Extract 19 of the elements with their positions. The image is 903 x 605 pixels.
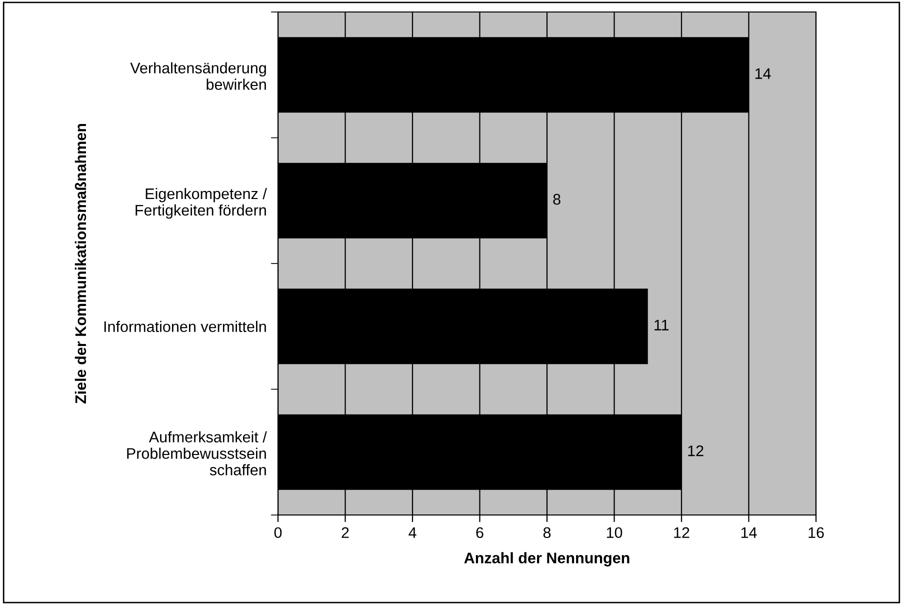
x-tick-label: 12 bbox=[674, 527, 690, 538]
data-label: 8 bbox=[553, 194, 560, 205]
y-tick-label: Verhaltensänderung bewirken bbox=[130, 62, 266, 90]
y-tick-label: Informationen vermitteln bbox=[104, 320, 266, 332]
x-tick-label: 0 bbox=[274, 527, 282, 538]
x-axis-title: Anzahl der Nennungen bbox=[464, 552, 630, 566]
x-tick-label: 2 bbox=[342, 527, 349, 538]
x-tick-label: 16 bbox=[808, 527, 824, 538]
data-label: 14 bbox=[755, 68, 771, 79]
x-tick-label: 6 bbox=[476, 527, 484, 538]
y-tick-label: Eigenkompetenz / Fertigkeiten fördern bbox=[136, 188, 267, 219]
data-label: 12 bbox=[688, 445, 704, 456]
x-tick-label: 4 bbox=[408, 527, 416, 538]
data-label: 11 bbox=[654, 320, 669, 330]
y-tick-label: Aufmerksamkeit / Problembewusstsein schaffen bbox=[127, 431, 267, 476]
x-tick-label: 14 bbox=[741, 527, 757, 538]
x-tick-label: 8 bbox=[543, 527, 551, 538]
x-tick-label: 10 bbox=[606, 527, 622, 538]
y-axis-title: Ziele der Kommunikationsmaßnahmen bbox=[74, 124, 86, 404]
